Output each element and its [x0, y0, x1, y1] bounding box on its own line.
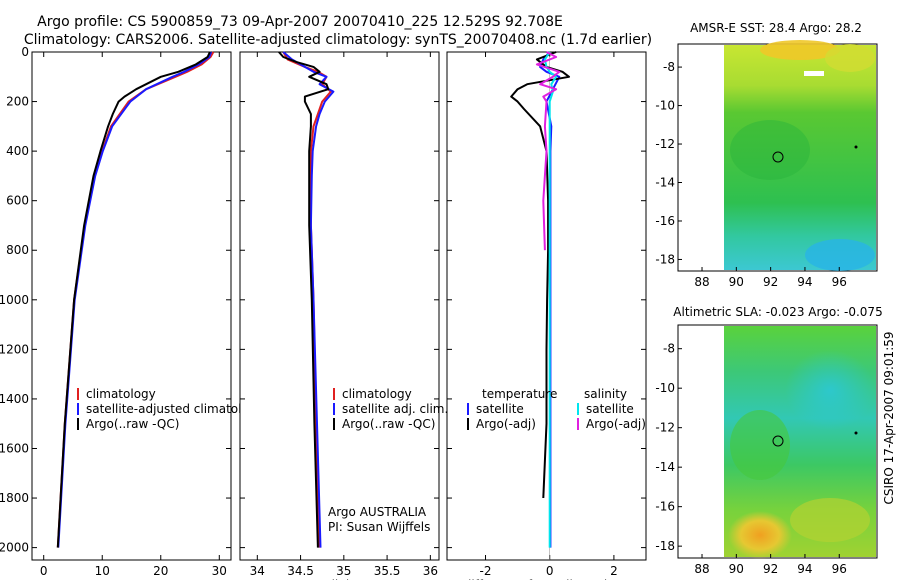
- temperature-ytick-label: 600: [6, 194, 29, 208]
- difference-xlabel: difference from climatology: [464, 578, 630, 580]
- temperature-xtick-label: 20: [153, 564, 168, 578]
- amsre-xtick-label: 90: [729, 275, 744, 289]
- sla-green-patch: [730, 410, 790, 480]
- difference-xtick-label: 2: [610, 564, 618, 578]
- salinity-xtick-label: 35: [336, 564, 351, 578]
- sla-ytick-label: -14: [655, 460, 675, 474]
- salinity-annotation-line: Argo AUSTRALIA: [328, 505, 427, 519]
- temperature-xlabel: temperature: [94, 578, 169, 580]
- sla-ytick-label: -12: [655, 421, 675, 435]
- sla-ytick-label: -8: [663, 342, 675, 356]
- temperature-ytick-label: 0: [21, 45, 29, 59]
- amsre-ytick-label: -14: [655, 176, 675, 190]
- amsre-ytick-label: -10: [655, 99, 675, 113]
- amsre-ytick-label: -18: [655, 252, 675, 266]
- amsre-float-dot: [854, 145, 858, 149]
- salinity-legend-label: climatology: [342, 387, 412, 401]
- temperature-ytick-label: 200: [6, 95, 29, 109]
- temperature-ytick-label: 1400: [0, 392, 29, 406]
- temperature-ytick-label: 1000: [0, 293, 29, 307]
- sla-ytick-label: -18: [655, 539, 675, 553]
- salinity-xtick-label: 36: [423, 564, 438, 578]
- difference-legend-label: Argo(-adj): [586, 417, 646, 431]
- difference-legend-header-temperature: temperature: [482, 387, 557, 401]
- difference-xtick-label: -2: [480, 564, 492, 578]
- amsre-ytick-label: -12: [655, 137, 675, 151]
- salinity-legend-label: Argo(..raw -QC): [342, 417, 435, 431]
- sla-xtick-label: 92: [763, 562, 778, 576]
- temperature-legend-label: climatology: [86, 387, 156, 401]
- amsre-sst-field: [724, 45, 876, 270]
- difference-series-salinity-argo-adj: [535, 51, 561, 251]
- salinity-panel: 34 34.5 35 35.5 36 salinity climatologysatelli…: [239, 51, 448, 580]
- temperature-xtick-label: 30: [212, 564, 227, 578]
- amsre-warm-patch: [760, 40, 840, 60]
- temperature-ytick-label: 800: [6, 243, 29, 257]
- temperature-ytick-label: 2000: [0, 541, 29, 555]
- temperature-legend-label: Argo(..raw -QC): [86, 417, 179, 431]
- sla-xtick-label: 94: [797, 562, 812, 576]
- figure-title-line1: Argo profile: CS 5900859_73 09-Apr-2007 …: [37, 14, 563, 30]
- amsre-green-patch: [730, 120, 810, 180]
- altimetric-sla-map-panel: Altimetric SLA: -0.023 Argo: -0.075 88 90…: [655, 305, 882, 576]
- temperature-axes-frame: [31, 51, 232, 561]
- figure-title-line2: Climatology: CARS2006. Satellite-adjuste…: [24, 32, 652, 48]
- amsre-xtick-label: 92: [763, 275, 778, 289]
- sla-cyan-patch: [785, 350, 875, 430]
- difference-legend-label: satellite: [586, 402, 634, 416]
- amsre-ytick-label: -8: [663, 60, 675, 74]
- amsre-warm-patch-2: [825, 44, 875, 72]
- csiro-timestamp-label: CSIRO 17-Apr-2007 09:01:59: [882, 331, 896, 504]
- difference-panel: -2 0 2difference from climatology temperatu…: [446, 51, 647, 580]
- sla-ytick-label: -10: [655, 381, 675, 395]
- amsre-cool-patch: [805, 239, 875, 271]
- salinity-xtick-label: 34.5: [287, 564, 314, 578]
- sla-float-dot: [854, 431, 858, 435]
- sla-xtick-label: 88: [694, 562, 709, 576]
- salinity-series-satellite-adj-clim: [282, 51, 335, 548]
- sla-argo-marker: [772, 435, 784, 447]
- amsre-map-title: AMSR-E SST: 28.4 Argo: 28.2: [690, 21, 862, 35]
- amsre-ytick-label: -16: [655, 214, 675, 228]
- amsre-xtick-label: 96: [832, 275, 847, 289]
- salinity-xtick-label: 35.5: [374, 564, 401, 578]
- amsre-sst-map-panel: AMSR-E SST: 28.4 Argo: 28.2 88 90 92 94 96 -8…: [655, 21, 878, 289]
- sla-xtick-label: 90: [729, 562, 744, 576]
- amsre-xtick-label: 88: [694, 275, 709, 289]
- amsre-xtick-label: 94: [797, 275, 812, 289]
- difference-legend-label: satellite: [476, 402, 524, 416]
- sla-xtick-label: 96: [832, 562, 847, 576]
- salinity-axes-frame: [239, 51, 440, 561]
- temperature-ytick-label: 1600: [0, 441, 29, 455]
- temperature-series-argo-raw-qc: [56, 51, 211, 548]
- difference-legend-label: Argo(-adj): [476, 417, 536, 431]
- amsre-argo-marker: [772, 151, 784, 163]
- temperature-panel: 0 10 20 30 0 200 400 600 800 1000 1200 1400 1600 1800…: [0, 45, 264, 580]
- salinity-series-argo-raw-qc: [278, 51, 330, 548]
- sla-ytick-label: -16: [655, 500, 675, 514]
- sla-map-title: Altimetric SLA: -0.023 Argo: -0.075: [673, 305, 882, 319]
- salinity-legend-label: satellite adj. clim.: [342, 402, 448, 416]
- sla-warm-patch: [728, 511, 792, 559]
- salinity-annotation-line: PI: Susan Wijffels: [328, 520, 430, 534]
- sla-yellow-patch: [790, 498, 870, 542]
- salinity-xtick-label: 34: [250, 564, 265, 578]
- temperature-xtick-label: 10: [95, 564, 110, 578]
- salinity-xlabel: salinity: [318, 578, 361, 580]
- temperature-legend-label: satellite-adjusted climatology: [86, 402, 264, 416]
- difference-legend-header-salinity: salinity: [584, 387, 627, 401]
- temperature-ytick-label: 1200: [0, 342, 29, 356]
- temperature-xtick-label: 0: [40, 564, 48, 578]
- difference-xtick-label: 0: [546, 564, 554, 578]
- amsre-missing-data: [804, 71, 824, 76]
- temperature-ytick-label: 400: [6, 144, 29, 158]
- temperature-ytick-label: 1800: [0, 491, 29, 505]
